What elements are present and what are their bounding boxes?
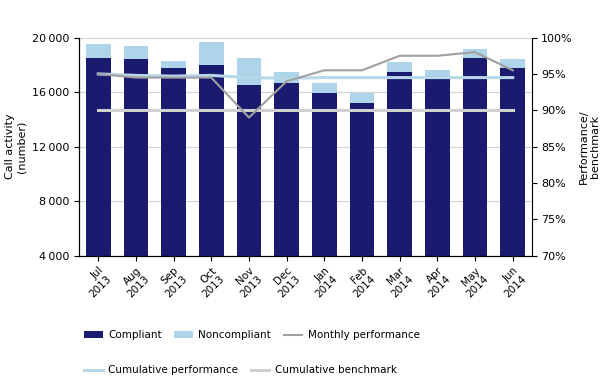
Bar bbox=[425, 76, 450, 310]
Bar bbox=[500, 68, 525, 310]
Bar bbox=[500, 59, 525, 68]
Legend: Cumulative performance, Cumulative benchmark: Cumulative performance, Cumulative bench… bbox=[80, 361, 401, 376]
Bar bbox=[161, 61, 186, 68]
Bar bbox=[274, 83, 299, 310]
Bar bbox=[86, 58, 111, 310]
Bar bbox=[349, 94, 375, 103]
Bar bbox=[425, 70, 450, 76]
Bar bbox=[236, 58, 262, 85]
Bar bbox=[274, 72, 299, 83]
Bar bbox=[387, 62, 412, 72]
Bar bbox=[312, 83, 337, 93]
Bar bbox=[387, 72, 412, 310]
Y-axis label: Call activity
(number): Call activity (number) bbox=[5, 114, 27, 179]
Bar bbox=[236, 85, 262, 310]
Bar bbox=[86, 44, 111, 58]
Bar bbox=[161, 68, 186, 310]
Bar bbox=[463, 49, 488, 58]
Bar bbox=[199, 65, 224, 310]
Bar bbox=[312, 93, 337, 310]
Y-axis label: Performance/
benchmark: Performance/ benchmark bbox=[579, 109, 600, 184]
Bar bbox=[463, 58, 488, 310]
Bar bbox=[123, 59, 148, 310]
Bar bbox=[199, 42, 224, 65]
Bar bbox=[123, 47, 148, 59]
Bar bbox=[349, 103, 375, 310]
